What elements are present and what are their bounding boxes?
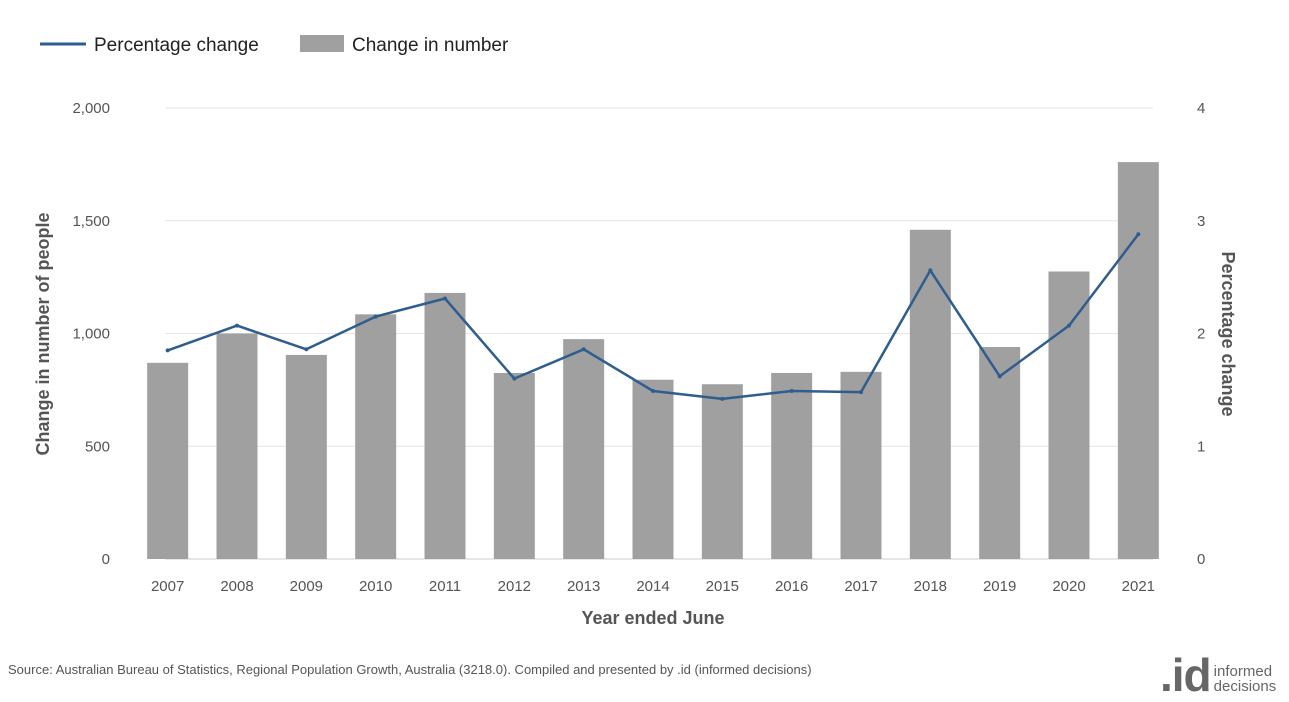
x-tick-label: 2020 bbox=[1052, 578, 1085, 595]
legend-label-change-in-number: Change in number bbox=[352, 35, 509, 56]
x-tick-label: 2017 bbox=[844, 578, 877, 595]
bar-2012[interactable] bbox=[493, 372, 535, 559]
line-point-2016[interactable] bbox=[789, 389, 794, 394]
y2-tick-label: 3 bbox=[1197, 213, 1205, 230]
x-tick-label: 2013 bbox=[567, 578, 600, 595]
y2-tick-label: 2 bbox=[1197, 326, 1205, 343]
y-tick-label: 1,000 bbox=[72, 326, 110, 343]
x-tick-label: 2021 bbox=[1122, 578, 1155, 595]
id-logo: .id informed decisions bbox=[1160, 648, 1276, 698]
x-axis-title: Year ended June bbox=[581, 608, 724, 628]
x-tick-label: 2015 bbox=[706, 578, 739, 595]
line-point-2012[interactable] bbox=[512, 376, 517, 381]
bar-2010[interactable] bbox=[355, 314, 397, 559]
line-point-2013[interactable] bbox=[581, 347, 586, 352]
logo-wordmark: informed decisions bbox=[1214, 664, 1277, 694]
bar-2013[interactable] bbox=[563, 339, 605, 559]
bar-2020[interactable] bbox=[1048, 271, 1090, 559]
x-tick-label: 2016 bbox=[775, 578, 808, 595]
line-point-2020[interactable] bbox=[1067, 323, 1071, 328]
line-point-2019[interactable] bbox=[997, 374, 1002, 379]
line-point-2021[interactable] bbox=[1136, 232, 1141, 237]
bar-2018[interactable] bbox=[909, 229, 951, 559]
line-point-2018[interactable] bbox=[928, 268, 933, 273]
y-tick-label: 2,000 bbox=[72, 100, 110, 117]
line-point-2015[interactable] bbox=[720, 396, 725, 401]
bar-2008[interactable] bbox=[216, 333, 258, 560]
bar-2019[interactable] bbox=[979, 347, 1021, 559]
y-axis-title: Change in number of people bbox=[33, 212, 53, 455]
line-point-2009[interactable] bbox=[304, 347, 309, 352]
line-point-2008[interactable] bbox=[235, 323, 239, 328]
source-note: Source: Australian Bureau of Statistics,… bbox=[8, 662, 812, 677]
x-tick-label: 2011 bbox=[429, 578, 461, 595]
line-point-2011[interactable] bbox=[443, 296, 447, 301]
y-tick-label: 500 bbox=[85, 438, 110, 455]
legend: Percentage change Change in number bbox=[40, 35, 509, 56]
legend-bar-swatch bbox=[300, 35, 344, 52]
x-tick-label: 2008 bbox=[220, 578, 253, 595]
x-tick-label: 2019 bbox=[983, 578, 1016, 595]
y2-tick-label: 1 bbox=[1197, 438, 1205, 455]
line-point-2014[interactable] bbox=[651, 389, 655, 394]
logo-line-2: decisions bbox=[1213, 678, 1277, 695]
y2-tick-label: 0 bbox=[1197, 551, 1205, 568]
line-series bbox=[165, 232, 1141, 401]
bar-series bbox=[147, 162, 1159, 559]
bar-2021[interactable] bbox=[1117, 162, 1159, 559]
x-tick-label: 2010 bbox=[359, 578, 392, 595]
y2-axis-title: Percentage change bbox=[1218, 251, 1238, 416]
x-tick-label: 2007 bbox=[151, 578, 184, 595]
y-tick-label: 0 bbox=[102, 551, 110, 568]
bar-2014[interactable] bbox=[632, 379, 674, 559]
y2-axis-ticks: 0 1 2 3 4 bbox=[1197, 100, 1205, 568]
y-tick-label: 1,500 bbox=[72, 213, 110, 230]
line-point-2010[interactable] bbox=[373, 314, 378, 319]
bar-2007[interactable] bbox=[147, 362, 189, 559]
bar-2011[interactable] bbox=[424, 292, 466, 559]
line-point-2007[interactable] bbox=[165, 348, 170, 353]
x-axis-ticks: 2007 2008 2009 2010 2011 2012 2013 2014 2015 2016… bbox=[151, 578, 1155, 595]
y-axis-ticks: 0 500 1,000 1,500 2,000 bbox=[72, 100, 110, 568]
x-tick-label: 2018 bbox=[914, 578, 947, 595]
bar-2016[interactable] bbox=[771, 372, 813, 559]
bar-2009[interactable] bbox=[285, 354, 327, 559]
y2-tick-label: 4 bbox=[1197, 100, 1205, 117]
legend-item-change-in-number[interactable]: Change in number bbox=[300, 35, 509, 56]
bar-2015[interactable] bbox=[701, 384, 743, 559]
x-tick-label: 2009 bbox=[290, 578, 323, 595]
line-point-2017[interactable] bbox=[859, 390, 863, 395]
logo-line-1: informed bbox=[1213, 663, 1273, 680]
x-tick-label: 2012 bbox=[498, 578, 531, 595]
bar-2017[interactable] bbox=[840, 371, 882, 559]
legend-item-percentage-change[interactable]: Percentage change bbox=[40, 35, 259, 56]
legend-label-percentage-change: Percentage change bbox=[94, 35, 259, 56]
x-tick-label: 2014 bbox=[636, 578, 669, 595]
logo-mark: .id bbox=[1160, 649, 1212, 701]
